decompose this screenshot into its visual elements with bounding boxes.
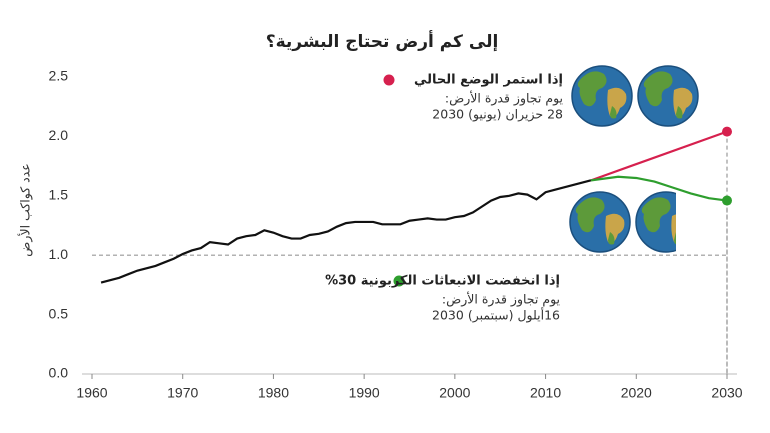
x-tick-label: 1970 [167,385,198,401]
y-tick-label: 1.0 [49,246,69,262]
annotation-heading: إذا استمر الوضع الحالي [414,73,563,88]
series-line [590,175,728,202]
annotation-dot [383,74,395,86]
y-tick-label: 0.5 [49,305,69,321]
x-tick-label: 2000 [439,385,470,401]
x-tick-label: 1960 [76,385,107,401]
y-tick-label: 2.5 [49,68,69,84]
end-point [722,195,732,206]
end-point [722,126,732,137]
y-tick-label: 0.0 [49,365,69,381]
annotation-note: يوم تجاوز قدرة الأرض: [442,292,561,308]
x-tick-label: 2020 [621,385,652,401]
globes [569,65,699,253]
annotation-note: يوم تجاوز قدرة الأرض: [445,91,564,107]
annotation-note: 28 حزيران (يونيو) 2030 [432,107,563,123]
annotation-heading: إذا انخفضت الانبعاثات الكربونية 30% [325,274,560,289]
y-axis-label: عدد كواكب الأرض [18,163,34,256]
annotation-dot [393,275,405,287]
series-line [100,179,592,284]
series-line [590,130,728,182]
x-tick-label: 2030 [711,385,742,401]
x-tick-label: 1990 [349,385,380,401]
y-tick-label: 1.5 [49,187,69,203]
x-tick-label: 1980 [258,385,289,401]
y-tick-label: 2.0 [49,127,69,143]
annotation-note: 16أيلول (سبتمبر) 2030 [432,307,560,324]
x-tick-label: 2010 [530,385,561,401]
chart-title: إلى كم أرض تحتاج البشرية؟ [266,30,499,52]
